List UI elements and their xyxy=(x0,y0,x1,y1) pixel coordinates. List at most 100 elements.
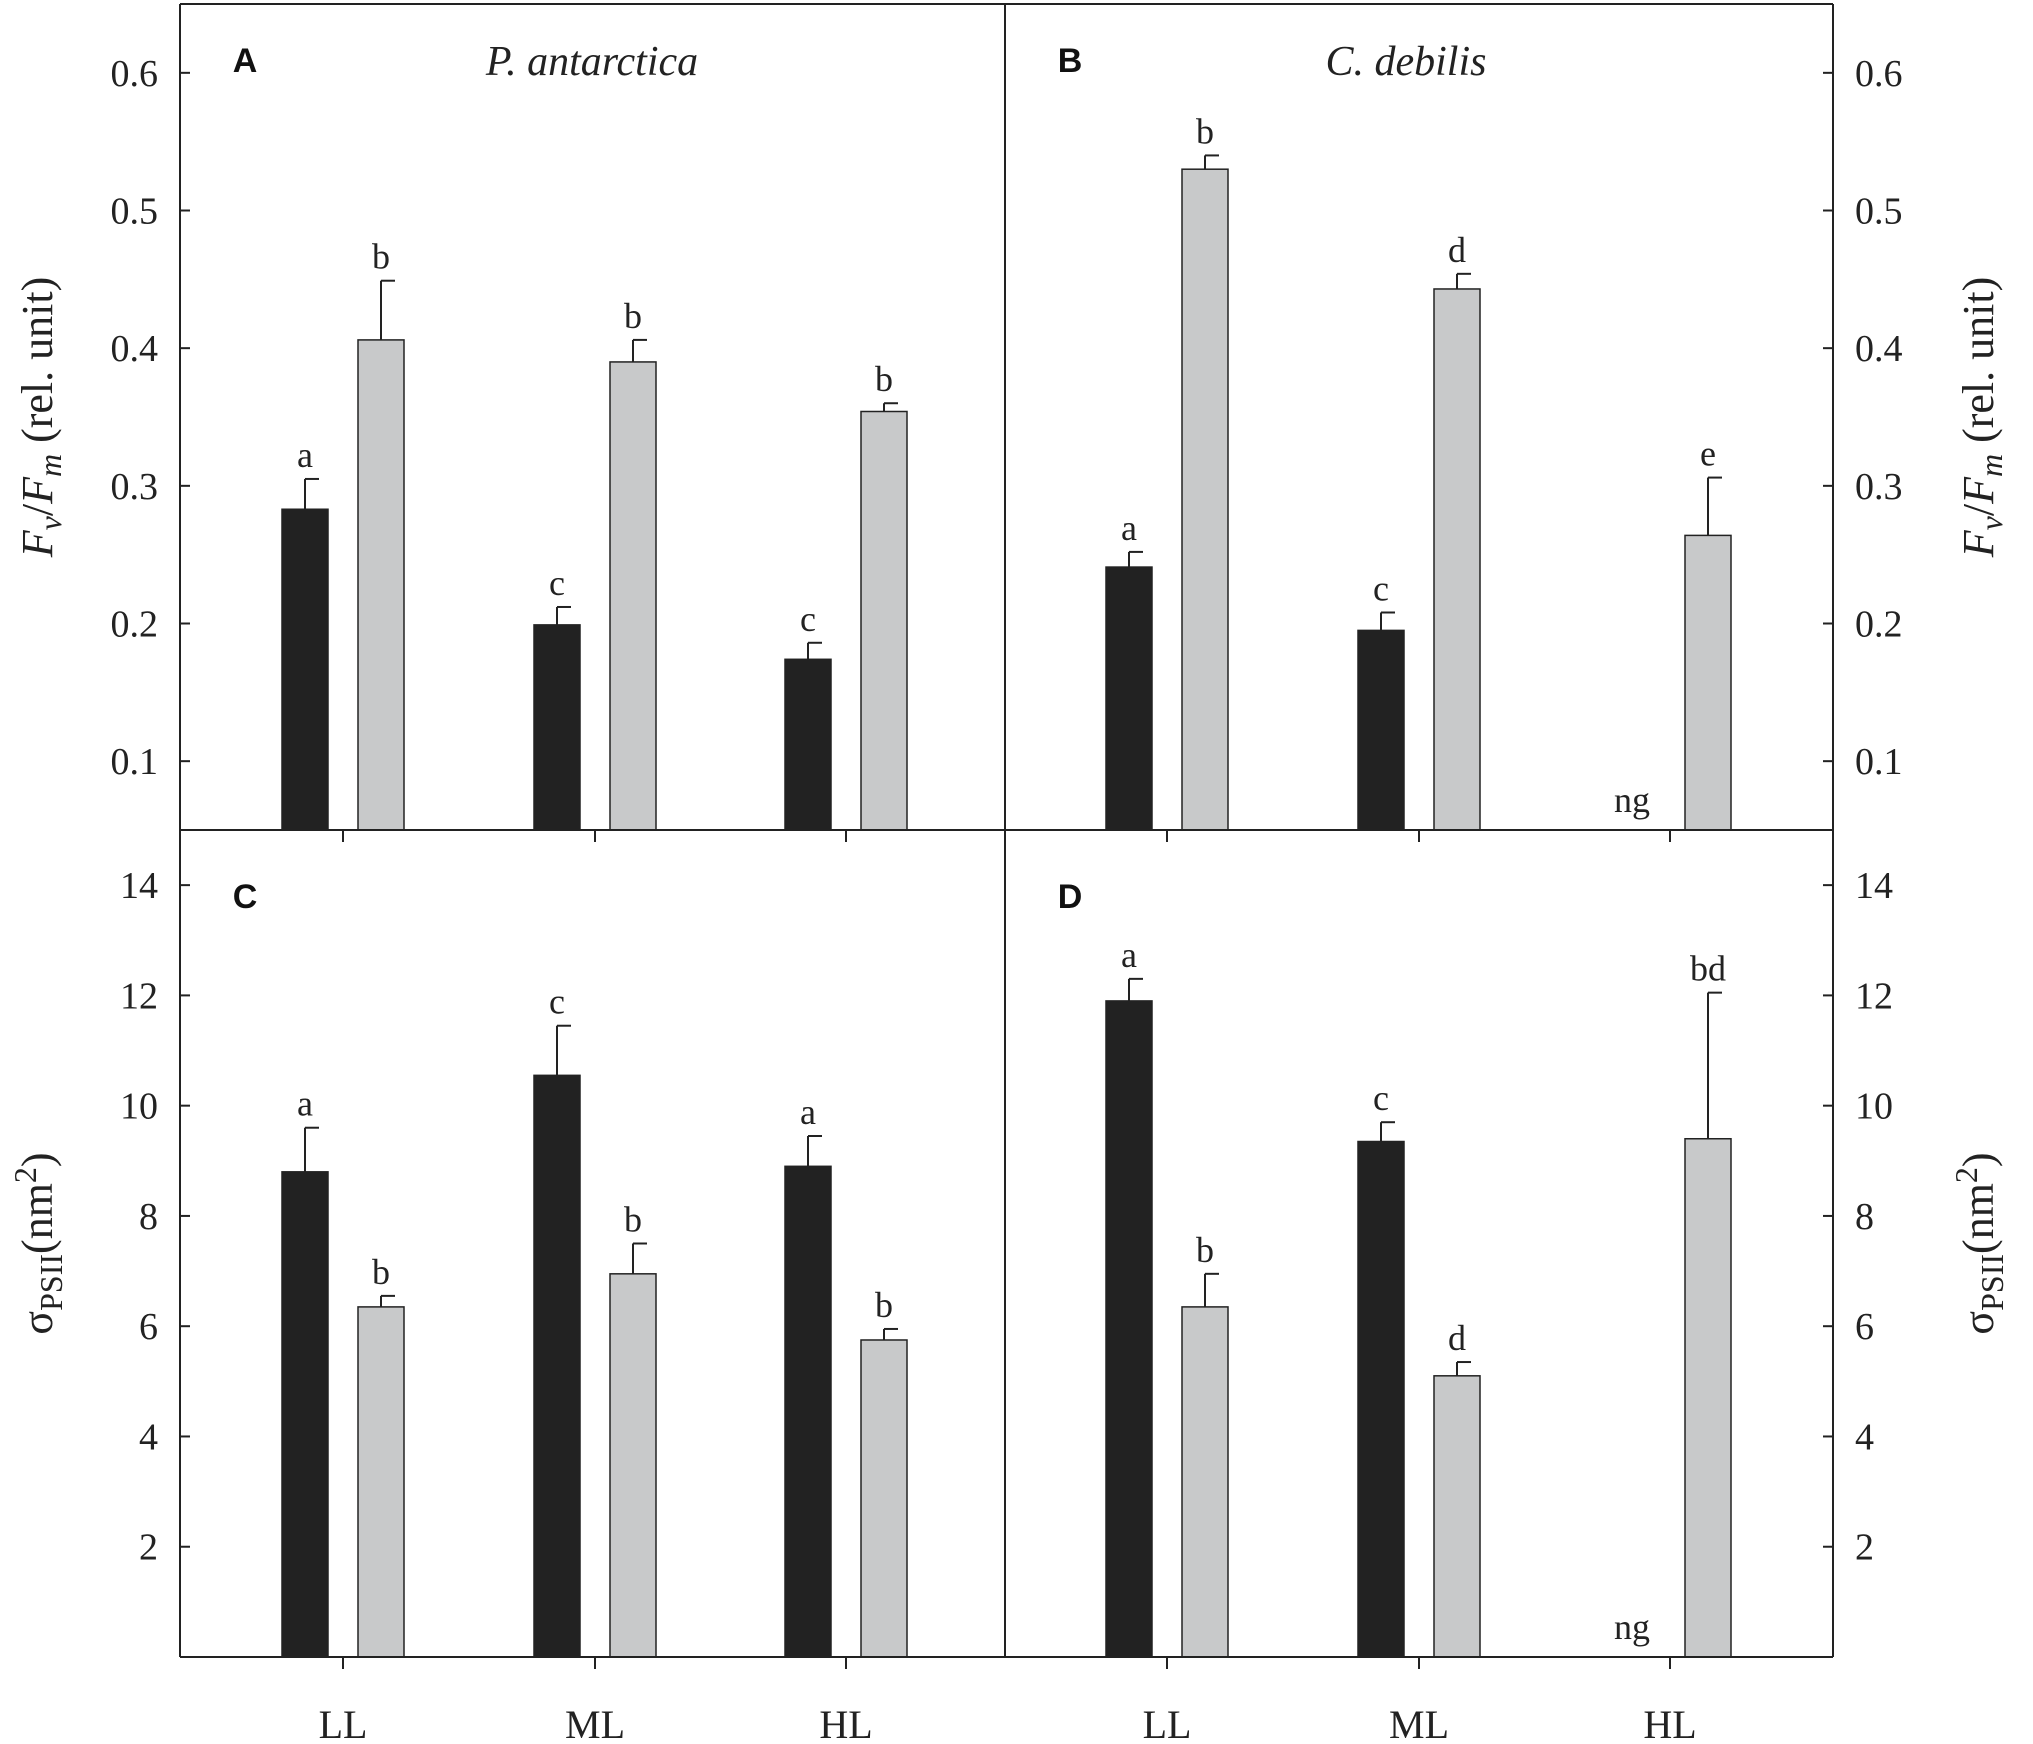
bar-C-dark-LL xyxy=(281,1171,329,1658)
y-tick-label: 0.3 xyxy=(1855,466,1903,508)
bar-C-dark-HL xyxy=(784,1165,832,1658)
x-category-label: LL xyxy=(319,1702,368,1744)
y-tick-label: 4 xyxy=(1855,1416,1874,1458)
y-tick-label: 10 xyxy=(1855,1086,1893,1128)
y-axis-title-part: (rel. unit) xyxy=(1954,277,2003,454)
bar-A-dark-ML xyxy=(533,624,581,831)
bar-A-light-HL xyxy=(860,410,908,831)
panel-label: B xyxy=(1058,42,1083,80)
significance-label: a xyxy=(297,1084,313,1124)
y-axis-title-superscript: 2 xyxy=(7,1167,43,1183)
x-category-label: ML xyxy=(565,1702,625,1744)
bar-B-dark-ML xyxy=(1357,629,1405,831)
y-tick-label: 0.4 xyxy=(111,328,159,370)
bar-A-light-LL xyxy=(357,339,405,831)
y-tick-label: 0.6 xyxy=(111,53,159,95)
significance-label: b xyxy=(624,1200,642,1240)
significance-label: b xyxy=(372,237,390,277)
significance-label: b xyxy=(1196,1230,1214,1270)
bar-D-light-HL xyxy=(1684,1137,1732,1658)
y-axis-title-subscript: PSII xyxy=(33,1254,69,1311)
y-axis-title-part: F xyxy=(1954,476,2003,505)
panel-label: C xyxy=(233,878,258,916)
y-axis-title-part: F xyxy=(1954,529,2003,558)
bar-A-dark-LL xyxy=(281,508,329,831)
y-axis-title-part: F xyxy=(13,476,62,505)
significance-label: c xyxy=(1373,568,1389,608)
y-tick-label: 12 xyxy=(120,975,158,1017)
y-axis-title: σPSII(nm2) xyxy=(7,1152,69,1334)
significance-label: bd xyxy=(1690,949,1726,989)
y-axis-title-part: / xyxy=(13,503,62,516)
significance-label: c xyxy=(1373,1078,1389,1118)
y-tick-label: 0.2 xyxy=(1855,604,1903,646)
bar-B-dark-LL xyxy=(1105,566,1153,831)
y-axis-title-superscript: 2 xyxy=(1948,1167,1984,1183)
x-category-label: HL xyxy=(1643,1702,1696,1744)
y-axis-title: Fv/Fm (rel. unit) xyxy=(13,277,68,559)
y-axis-title: Fv/Fm (rel. unit) xyxy=(1954,277,2009,559)
bars-layer xyxy=(281,154,1732,1658)
y-tick-label: 2 xyxy=(139,1527,158,1569)
y-axis-title-subscript: PSII xyxy=(1974,1254,2010,1311)
significance-label: d xyxy=(1448,230,1466,270)
panel-label: A xyxy=(233,42,258,80)
y-tick-label: 14 xyxy=(1855,865,1893,907)
y-tick-label: 2 xyxy=(1855,1527,1874,1569)
y-axis-title-part: F xyxy=(13,529,62,558)
bar-D-light-ML xyxy=(1433,1375,1481,1658)
significance-label: b xyxy=(624,296,642,336)
bar-C-light-HL xyxy=(860,1339,908,1658)
y-tick-label: 10 xyxy=(120,1086,158,1128)
y-tick-label: 0.6 xyxy=(1855,53,1903,95)
frame-layer xyxy=(179,3,1834,1669)
bar-C-light-LL xyxy=(357,1306,405,1658)
y-tick-label: 8 xyxy=(1855,1196,1874,1238)
y-tick-label: 0.1 xyxy=(1855,741,1903,783)
bar-B-light-HL xyxy=(1684,534,1732,831)
y-axis-title-part: (nm xyxy=(1954,1183,2003,1254)
y-tick-label: 14 xyxy=(120,865,158,907)
species-title: C. debilis xyxy=(1325,39,1486,85)
y-tick-label: 12 xyxy=(1855,975,1893,1017)
y-axis-title-part: ) xyxy=(13,1152,62,1167)
bar-C-light-ML xyxy=(609,1273,657,1658)
y-axis-title-subscript: v xyxy=(32,515,68,530)
y-axis-title-subscript: m xyxy=(32,454,68,477)
y-axis-title-part: (rel. unit) xyxy=(13,277,62,454)
panel-label: D xyxy=(1058,878,1083,916)
bar-C-dark-ML xyxy=(533,1074,581,1658)
bar-B-light-LL xyxy=(1181,168,1229,831)
bar-D-dark-ML xyxy=(1357,1140,1405,1658)
text-layer: a c c b b b 0.1 0.2 0.3 0.4 0.5 0.6 A P. antarctica Fv… xyxy=(7,39,2010,1744)
y-axis-title-subscript: v xyxy=(1973,515,2009,530)
y-axis-title-part: / xyxy=(1954,503,2003,516)
y-tick-label: 0.4 xyxy=(1855,328,1903,370)
y-tick-label: 6 xyxy=(1855,1306,1874,1348)
y-tick-label: 8 xyxy=(139,1196,158,1238)
y-axis-title-part: (nm xyxy=(13,1183,62,1254)
significance-label: a xyxy=(800,1092,816,1132)
significance-label: a xyxy=(1121,935,1137,975)
significance-label: b xyxy=(875,359,893,399)
y-tick-label: 0.1 xyxy=(111,741,159,783)
significance-label: a xyxy=(1121,508,1137,548)
significance-label: a xyxy=(297,435,313,475)
y-tick-label: 0.5 xyxy=(1855,191,1903,233)
species-title: P. antarctica xyxy=(485,39,698,85)
x-category-label: LL xyxy=(1143,1702,1192,1744)
bar-D-dark-LL xyxy=(1105,1000,1153,1658)
no-growth-label: ng xyxy=(1614,780,1650,820)
bar-B-light-ML xyxy=(1433,288,1481,831)
y-axis-title-subscript: m xyxy=(1973,454,2009,477)
significance-label: c xyxy=(549,982,565,1022)
x-category-label: HL xyxy=(819,1702,872,1744)
y-axis-title-part: ) xyxy=(1954,1152,2003,1167)
significance-label: b xyxy=(875,1285,893,1325)
bar-A-dark-HL xyxy=(784,658,832,831)
y-tick-label: 0.3 xyxy=(111,466,159,508)
bar-A-light-ML xyxy=(609,361,657,831)
y-axis-title: σPSII(nm2) xyxy=(1948,1152,2010,1334)
y-axis-title-part: σ xyxy=(13,1311,62,1335)
